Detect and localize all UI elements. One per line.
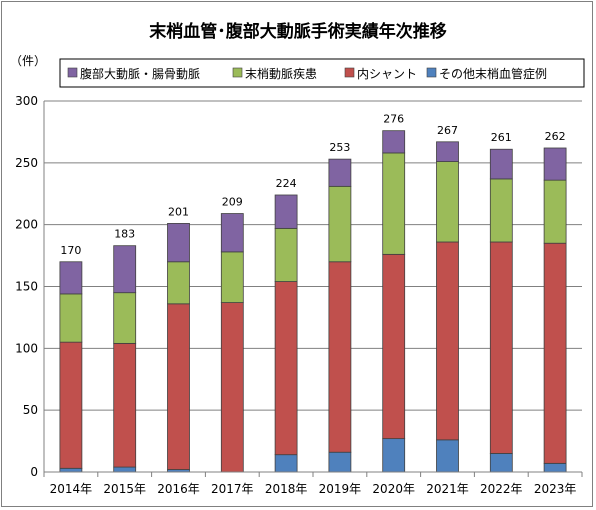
bar-segment [382, 152, 406, 255]
legend: 腹部大動脈・腸骨動脈 末梢動脈疾患 内シャント その他末梢血管症例 [59, 58, 585, 88]
total-label: 183 [114, 228, 135, 241]
x-tick-label: 2015年 [103, 482, 146, 496]
y-tick-label: 50 [23, 403, 38, 417]
bar-segment [328, 185, 352, 263]
bar-segment [382, 253, 406, 440]
x-tick-label: 2023年 [534, 482, 577, 496]
total-label: 224 [276, 177, 297, 190]
bar-segment [274, 281, 298, 456]
bar-segment [328, 261, 352, 453]
bar-segment [489, 241, 513, 454]
bar-segment [543, 179, 567, 244]
legend-swatch [426, 67, 437, 78]
bars [59, 130, 567, 473]
total-labels: 170 183 201 209 224 253 276 267 261 262 [60, 113, 565, 257]
y-tick-label: 150 [15, 280, 38, 294]
bar-segment [220, 251, 244, 303]
bar-segment [543, 242, 567, 464]
legend-label: 腹部大動脈・腸骨動脈 [80, 66, 200, 81]
bar-segment [220, 302, 244, 473]
legend-swatch [232, 67, 243, 78]
bar-segment [382, 130, 406, 154]
y-tick-label: 200 [15, 218, 38, 232]
x-tick-label: 2016年 [157, 482, 200, 496]
bar-segment [436, 141, 459, 162]
total-label: 209 [222, 196, 243, 209]
legend-label: 内シャント [357, 67, 417, 81]
total-label: 276 [383, 113, 404, 126]
bar-segment [113, 342, 137, 468]
bar-segment [489, 148, 513, 180]
y-tick-label: 0 [30, 465, 38, 479]
axes [43, 101, 583, 477]
bar-segment [59, 341, 83, 469]
x-tick-label: 2022年 [480, 482, 523, 496]
bar-segment [220, 213, 244, 253]
bar-segment [543, 147, 567, 181]
legend-swatch [67, 67, 78, 78]
x-tick-label: 2014年 [50, 482, 93, 496]
x-tick-label: 2021年 [426, 482, 469, 496]
bar-segment [167, 303, 190, 470]
total-label: 267 [437, 124, 458, 137]
bar-segment [113, 292, 137, 344]
bar-segment [167, 261, 190, 305]
bar-segment [543, 462, 567, 473]
legend-label: 末梢動脈疾患 [245, 66, 317, 81]
bar-segment [59, 261, 83, 295]
bar-segment [59, 293, 83, 343]
bar-segment [274, 227, 298, 282]
bar-segment [328, 158, 352, 187]
x-tick-label: 2018年 [265, 482, 308, 496]
total-label: 262 [545, 130, 566, 143]
bar-segment [59, 467, 83, 473]
bar-segment [167, 223, 190, 263]
bar-segment [274, 194, 298, 229]
legend-label: その他末梢血管症例 [439, 66, 547, 81]
y-axis-unit-label: （件） [10, 54, 46, 68]
x-axis-tick-labels: 2014年 2015年 2016年 2017年 2018年 2019年 2020年 2021年… [50, 482, 577, 496]
y-tick-label: 300 [15, 94, 38, 108]
legend-swatch [344, 67, 355, 78]
bar-segment [436, 439, 459, 473]
bar-segment [489, 178, 513, 243]
total-label: 261 [491, 131, 512, 144]
total-label: 170 [60, 244, 81, 257]
bar-segment [113, 466, 137, 473]
bar-segment [382, 438, 406, 473]
y-tick-label: 100 [15, 341, 38, 355]
total-label: 201 [168, 205, 189, 218]
legend-box [59, 58, 585, 88]
chart-title: 末梢血管･腹部大動脈手術実績年次推移 [149, 21, 447, 42]
x-tick-label: 2020年 [372, 482, 415, 496]
total-label: 253 [329, 141, 350, 154]
y-tick-label: 250 [15, 156, 38, 170]
bar-segment [489, 453, 513, 473]
bar-segment [436, 161, 459, 243]
x-tick-label: 2017年 [211, 482, 254, 496]
x-tick-label: 2019年 [319, 482, 362, 496]
bar-segment [436, 241, 459, 441]
bar-segment [113, 245, 137, 294]
bar-segment [328, 451, 352, 473]
y-axis-tick-labels: 0 50 100 150 200 250 300 [15, 94, 38, 479]
bar-segment [274, 454, 298, 473]
